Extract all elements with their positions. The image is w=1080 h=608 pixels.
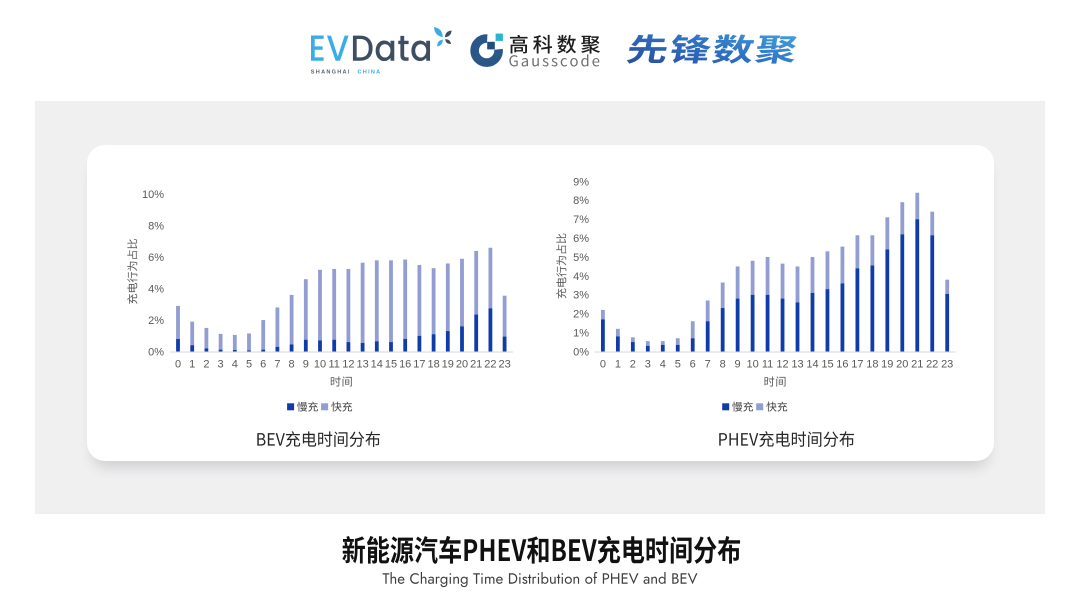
svg-text:4: 4 [660, 359, 666, 371]
svg-text:2%: 2% [573, 309, 589, 321]
svg-text:13: 13 [356, 359, 368, 371]
svg-text:6%: 6% [148, 252, 164, 264]
svg-text:17: 17 [413, 359, 425, 371]
svg-text:18: 18 [427, 359, 439, 371]
svg-text:22: 22 [484, 359, 496, 371]
svg-text:18: 18 [866, 359, 878, 371]
svg-text:0: 0 [600, 359, 606, 371]
svg-text:SHANGHAI: SHANGHAI [311, 70, 351, 76]
svg-text:16: 16 [836, 359, 848, 371]
svg-text:6: 6 [690, 359, 696, 371]
svg-text:6: 6 [260, 359, 266, 371]
svg-text:10: 10 [746, 359, 758, 371]
svg-text:2: 2 [203, 359, 209, 371]
svg-text:12: 12 [342, 359, 354, 371]
svg-text:4: 4 [232, 359, 238, 371]
svg-text:3: 3 [645, 359, 651, 371]
svg-text:23: 23 [941, 359, 953, 371]
svg-text:1%: 1% [573, 328, 589, 340]
svg-text:2%: 2% [148, 315, 164, 327]
svg-text:22: 22 [926, 359, 938, 371]
svg-text:2: 2 [630, 359, 636, 371]
svg-text:4%: 4% [148, 284, 164, 296]
svg-text:20: 20 [456, 359, 468, 371]
svg-text:8%: 8% [148, 221, 164, 233]
svg-text:CHINA: CHINA [358, 70, 382, 76]
svg-text:9: 9 [303, 359, 309, 371]
svg-text:12: 12 [776, 359, 788, 371]
svg-text:8: 8 [289, 359, 295, 371]
svg-text:4%: 4% [573, 271, 589, 283]
svg-text:5%: 5% [573, 252, 589, 264]
svg-text:14: 14 [371, 359, 383, 371]
svg-text:10: 10 [314, 359, 326, 371]
svg-text:7%: 7% [573, 214, 589, 226]
svg-text:0%: 0% [148, 346, 164, 358]
svg-text:14: 14 [806, 359, 818, 371]
svg-text:8: 8 [720, 359, 726, 371]
svg-text:0: 0 [175, 359, 181, 371]
svg-text:9%: 9% [573, 176, 589, 188]
svg-text:19: 19 [881, 359, 893, 371]
svg-text:6%: 6% [573, 233, 589, 245]
svg-text:15: 15 [385, 359, 397, 371]
svg-text:11: 11 [762, 359, 773, 371]
svg-text:5: 5 [675, 359, 681, 371]
svg-text:0%: 0% [573, 346, 589, 358]
svg-text:21: 21 [470, 359, 482, 371]
svg-text:15: 15 [821, 359, 833, 371]
svg-text:13: 13 [791, 359, 803, 371]
svg-text:11: 11 [328, 359, 339, 371]
svg-text:8%: 8% [573, 195, 589, 207]
svg-text:20: 20 [896, 359, 908, 371]
svg-text:3%: 3% [573, 290, 589, 302]
svg-text:1: 1 [615, 359, 621, 371]
svg-text:16: 16 [399, 359, 411, 371]
svg-text:17: 17 [851, 359, 863, 371]
svg-text:1: 1 [189, 359, 195, 371]
svg-text:10%: 10% [142, 189, 164, 201]
svg-text:5: 5 [246, 359, 252, 371]
svg-text:23: 23 [498, 359, 510, 371]
svg-text:7: 7 [705, 359, 711, 371]
svg-text:3: 3 [218, 359, 224, 371]
svg-text:9: 9 [735, 359, 741, 371]
svg-text:7: 7 [274, 359, 280, 371]
svg-text:19: 19 [442, 359, 454, 371]
svg-text:21: 21 [911, 359, 923, 371]
